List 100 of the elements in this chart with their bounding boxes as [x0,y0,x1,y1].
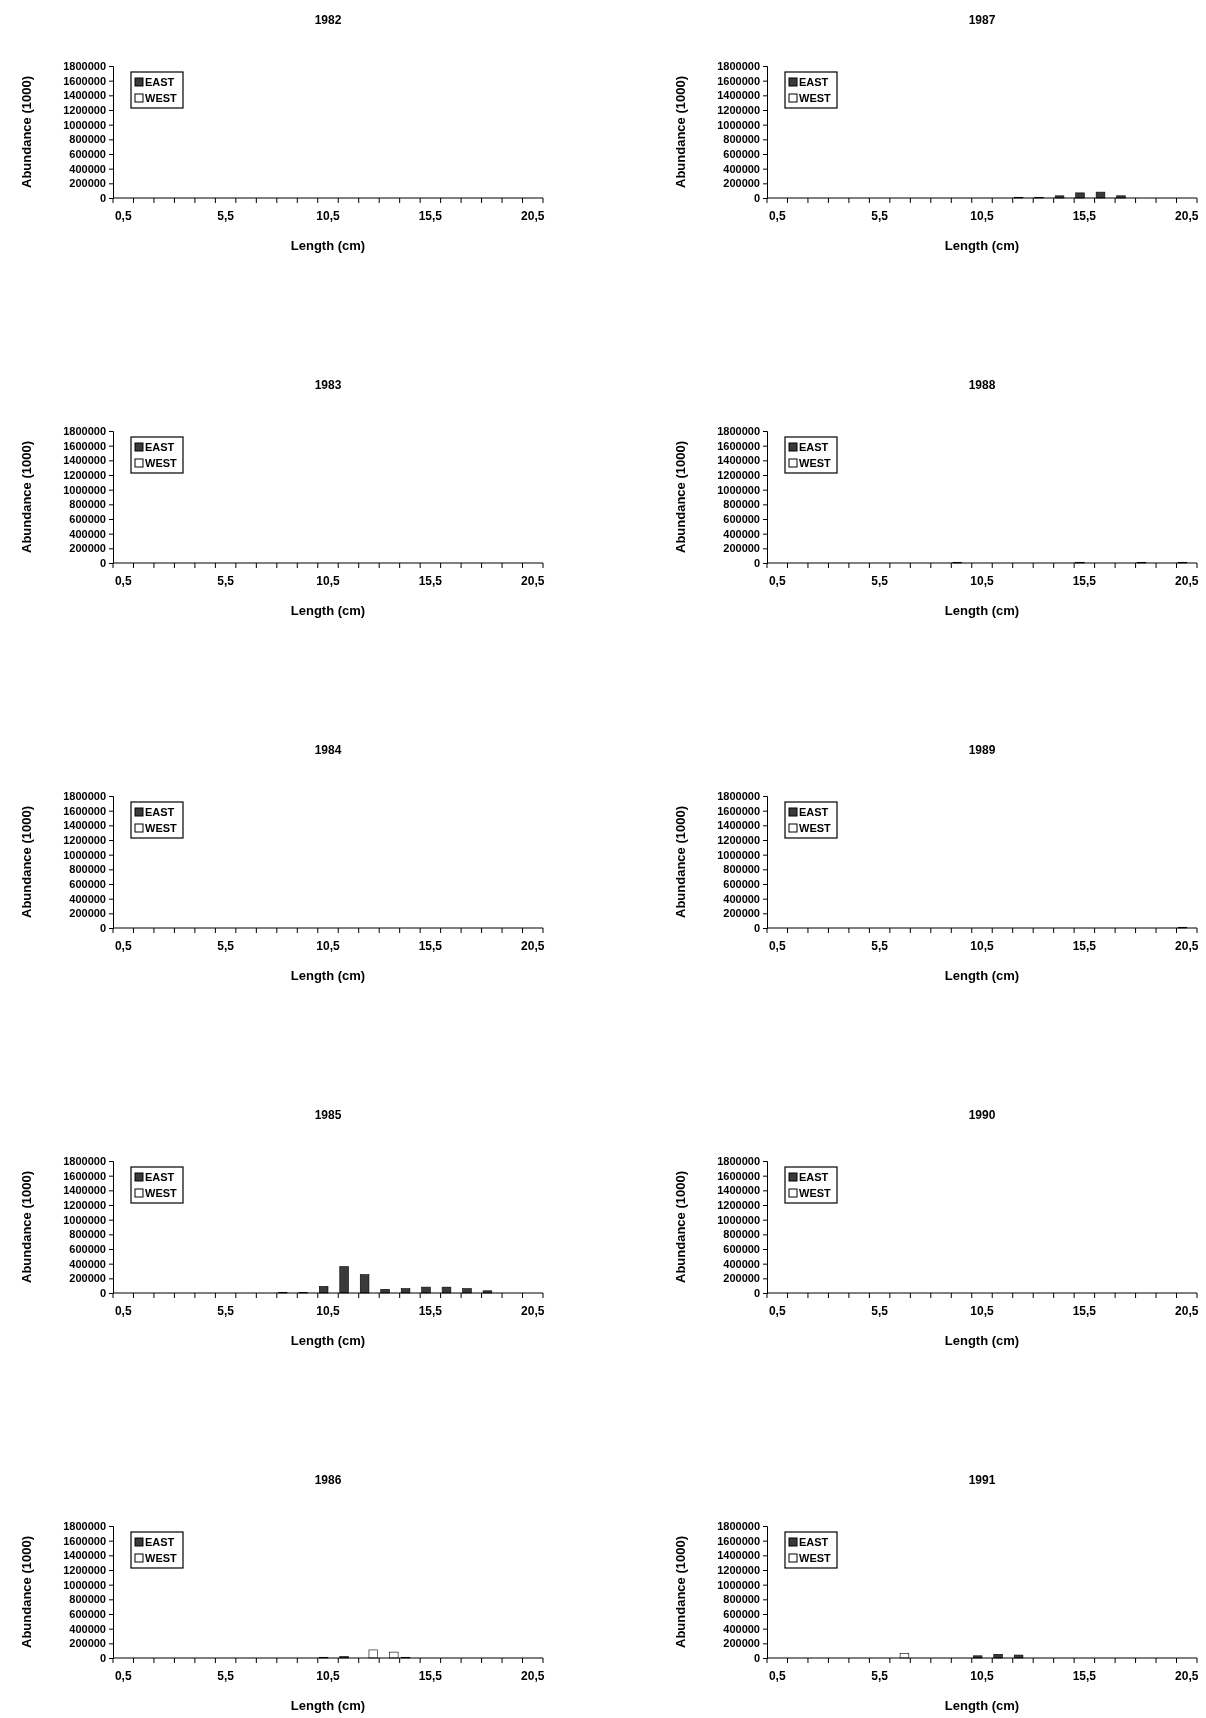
y-tick-label: 1200000 [717,469,760,482]
chart-title: 1985 [314,1108,342,1122]
y-tick-label: 1400000 [717,89,760,102]
y-axis-title: Abundance (1000) [19,441,34,553]
chart-title: 1990 [968,1108,996,1122]
x-tick-label: 15,5 [418,574,443,588]
y-tick-label: 1000000 [717,483,760,496]
y-tick-label: 1800000 [63,425,106,438]
x-axis-title: Length (cm) [290,603,366,618]
x-tick-label: 15,5 [418,1304,443,1318]
y-tick-label: 1200000 [717,1564,760,1577]
x-tick-label: 0,5 [768,939,786,953]
y-tick-label: 200000 [69,1272,106,1285]
x-tick-label: 20,5 [521,1304,545,1318]
y-tick-label: 600000 [69,513,106,526]
y-tick-label: 600000 [723,1243,760,1256]
y-tick-label: 1800000 [717,1155,760,1168]
legend-label: WEST [799,822,832,834]
y-tick-label: 400000 [723,1257,760,1270]
y-tick-label: 1400000 [717,819,760,832]
chart-title: 1987 [968,13,996,27]
y-tick-label: 1800000 [63,60,106,73]
y-tick-label: 400000 [69,892,106,905]
y-tick-label: 600000 [69,878,106,891]
x-tick-label: 0,5 [768,1669,786,1683]
x-axis-title: Length (cm) [944,603,1020,618]
legend-label: EAST [145,76,175,88]
y-tick-label: 1600000 [63,1534,106,1547]
x-tick-label: 10,5 [970,939,994,953]
y-tick-label: 1200000 [63,104,106,117]
chart-title: 1983 [314,378,342,392]
y-tick-label: 400000 [723,1622,760,1635]
y-tick-label: 400000 [723,162,760,175]
legend-label: EAST [799,806,829,818]
x-tick-label: 15,5 [1072,1304,1097,1318]
x-axis-title: Length (cm) [290,238,366,253]
x-tick-label: 20,5 [1175,209,1199,223]
y-tick-label: 1000000 [717,848,760,861]
chart-title: 1988 [968,378,996,392]
x-tick-label: 10,5 [316,574,340,588]
y-tick-label: 1200000 [63,1199,106,1212]
chart-title: 1984 [314,743,342,757]
legend-label: EAST [145,806,175,818]
x-tick-label: 15,5 [418,939,443,953]
chart-title: 1982 [314,13,342,27]
y-tick-label: 1800000 [717,60,760,73]
y-tick-label: 1000000 [63,1578,106,1591]
x-tick-label: 10,5 [316,1669,340,1683]
y-tick-label: 1400000 [717,1549,760,1562]
x-tick-label: 10,5 [970,574,994,588]
legend-label: WEST [799,1187,832,1199]
x-tick-label: 0,5 [114,209,132,223]
x-tick-label: 0,5 [114,1304,132,1318]
y-tick-label: 1200000 [63,1564,106,1577]
legend-label: EAST [799,441,829,453]
y-tick-label: 1800000 [717,425,760,438]
legend-label: EAST [145,441,175,453]
y-tick-label: 1000000 [63,848,106,861]
y-tick-label: 0 [753,922,760,935]
x-tick-label: 10,5 [316,939,340,953]
y-tick-label: 1200000 [717,834,760,847]
y-tick-label: 400000 [69,527,106,540]
y-tick-label: 0 [99,557,106,570]
y-tick-label: 1200000 [717,104,760,117]
x-tick-label: 20,5 [521,574,545,588]
y-tick-label: 800000 [69,1593,106,1606]
y-tick-label: 200000 [723,177,760,190]
y-tick-label: 600000 [69,148,106,161]
y-tick-label: 200000 [69,907,106,920]
y-tick-label: 1600000 [63,804,106,817]
y-axis-title: Abundance (1000) [673,441,688,553]
y-tick-label: 200000 [69,1637,106,1650]
x-tick-label: 0,5 [768,1304,786,1318]
y-tick-label: 800000 [723,863,760,876]
y-tick-label: 1600000 [63,74,106,87]
y-tick-label: 800000 [69,1228,106,1241]
y-tick-label: 0 [753,1652,760,1665]
x-tick-label: 10,5 [970,1304,994,1318]
y-tick-label: 0 [99,192,106,205]
y-tick-label: 1600000 [63,439,106,452]
y-tick-label: 400000 [723,892,760,905]
y-tick-label: 200000 [723,542,760,555]
y-tick-label: 0 [753,192,760,205]
y-tick-label: 1800000 [63,1520,106,1533]
x-tick-label: 5,5 [217,1304,235,1318]
x-tick-label: 15,5 [1072,939,1097,953]
y-tick-label: 1600000 [717,804,760,817]
x-tick-label: 5,5 [871,1669,889,1683]
y-tick-label: 1400000 [63,819,106,832]
y-tick-label: 1400000 [63,454,106,467]
y-tick-label: 200000 [723,1272,760,1285]
y-tick-label: 1400000 [63,89,106,102]
x-tick-label: 20,5 [1175,1669,1199,1683]
y-axis-title: Abundance (1000) [19,1536,34,1648]
y-tick-label: 1000000 [63,483,106,496]
legend-label: WEST [799,1552,832,1564]
x-tick-label: 15,5 [1072,574,1097,588]
x-axis-title: Length (cm) [944,1333,1020,1348]
y-tick-label: 1000000 [63,118,106,131]
y-tick-label: 200000 [69,542,106,555]
